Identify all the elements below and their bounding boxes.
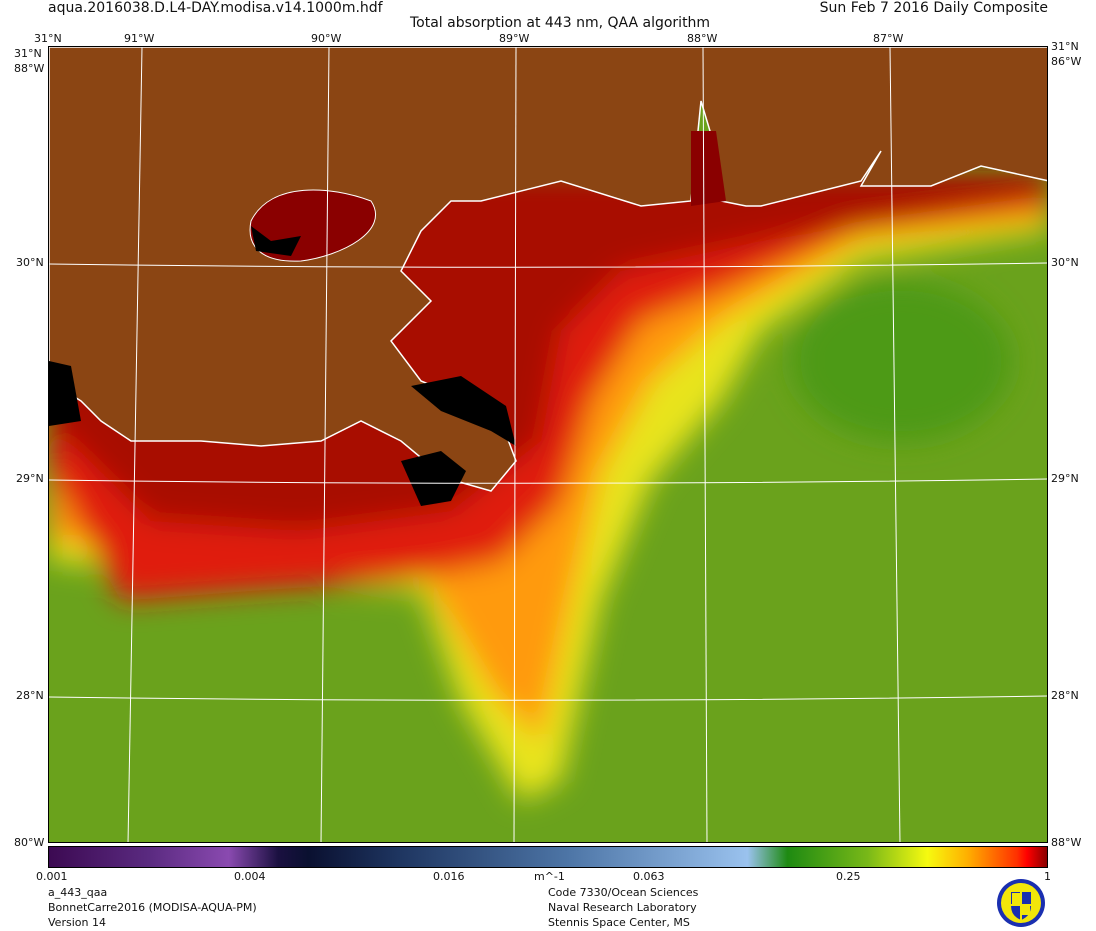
colorbar-tick: 0.25: [836, 870, 861, 883]
lat-label-right: 29°N: [1051, 472, 1079, 485]
colorbar-tick: 0.001: [36, 870, 68, 883]
lat-label-left: 28°N: [16, 689, 44, 702]
lat-label-right: 28°N: [1051, 689, 1079, 702]
region-name: BonnetCarre2016 (MODISA-AQUA-PM): [48, 901, 257, 914]
lat-label-left: 29°N: [16, 472, 44, 485]
nrl-logo: [996, 878, 1046, 928]
filename: aqua.2016038.D.L4-DAY.modisa.v14.1000m.h…: [48, 0, 383, 16]
graticule: [49, 47, 1047, 842]
lon-label-top: 91°W: [124, 32, 155, 45]
version: Version 14: [48, 916, 106, 929]
nodata-patch: [251, 226, 301, 256]
nodata-patch: [401, 451, 466, 506]
absorption-map: [48, 46, 1048, 843]
nodata-patch: [411, 376, 516, 446]
green-eddy: [791, 281, 1011, 441]
nodata-patch: [49, 361, 81, 426]
mobile-bay: [691, 131, 726, 206]
colorbar-tick: 0.063: [633, 870, 665, 883]
colorbar-tick: 1: [1044, 870, 1051, 883]
lon-label-top: 87°W: [873, 32, 904, 45]
corner-lon-left: 88°W: [14, 62, 45, 75]
product-name: a_443_qaa: [48, 886, 108, 899]
org-name: Naval Research Laboratory: [548, 901, 697, 914]
lon-label-top: 88°W: [687, 32, 718, 45]
colorbar-tick: 0.016: [433, 870, 465, 883]
date-label: Sun Feb 7 2016 Daily Composite: [819, 0, 1048, 16]
colorbar-units: m^-1: [534, 870, 565, 883]
colorbar: [48, 846, 1048, 868]
lon-label-top: 89°W: [499, 32, 530, 45]
colorbar-tick: 0.004: [234, 870, 266, 883]
corner-lon-bottom-left: 80°W: [14, 836, 45, 849]
corner-lat-left: 31°N: [14, 47, 42, 60]
land: [49, 47, 1047, 492]
lat-label-left: 30°N: [16, 256, 44, 269]
lat-label-right: 30°N: [1051, 256, 1079, 269]
org-code: Code 7330/Ocean Sciences: [548, 886, 699, 899]
corner-lat-right: 31°N: [1051, 40, 1079, 53]
corner-lat-top: 31°N: [34, 32, 62, 45]
map-title: Total absorption at 443 nm, QAA algorith…: [410, 15, 711, 31]
corner-lon-right: 86°W: [1051, 55, 1082, 68]
lon-label-top: 90°W: [311, 32, 342, 45]
corner-lon-bottom-right: 88°W: [1051, 836, 1082, 849]
org-location: Stennis Space Center, MS: [548, 916, 690, 929]
